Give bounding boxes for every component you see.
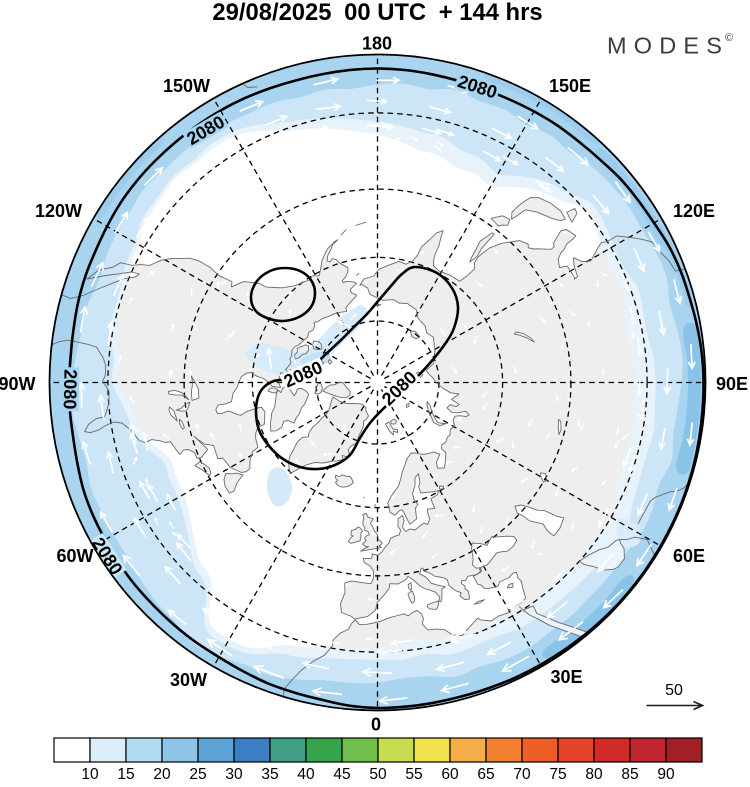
svg-text:35: 35: [261, 766, 278, 782]
svg-text:25: 25: [189, 766, 206, 782]
svg-text:15: 15: [117, 766, 134, 782]
svg-text:90W: 90W: [0, 374, 36, 394]
svg-text:50: 50: [665, 682, 683, 699]
svg-text:65: 65: [477, 766, 494, 782]
svg-text:60: 60: [441, 766, 459, 782]
svg-text:0: 0: [371, 715, 381, 735]
svg-text:2080: 2080: [60, 369, 81, 409]
svg-text:MODES: MODES: [607, 33, 729, 59]
svg-text:30W: 30W: [170, 670, 207, 690]
svg-text:90E: 90E: [716, 374, 748, 394]
svg-text:20: 20: [153, 766, 171, 782]
svg-text:70: 70: [513, 766, 531, 782]
svg-text:10: 10: [81, 766, 99, 782]
svg-text:120E: 120E: [673, 201, 715, 221]
svg-text:120W: 120W: [35, 201, 82, 221]
svg-text:75: 75: [549, 766, 566, 782]
svg-text:80: 80: [585, 766, 603, 782]
svg-text:©: ©: [725, 32, 733, 44]
svg-text:45: 45: [333, 766, 350, 782]
svg-text:30: 30: [225, 766, 243, 782]
svg-text:40: 40: [297, 766, 315, 782]
svg-text:60E: 60E: [673, 546, 705, 566]
svg-text:90: 90: [657, 766, 675, 782]
svg-text:55: 55: [405, 766, 422, 782]
svg-text:29/08/2025 00 UTC + 144 hrs: 29/08/2025 00 UTC + 144 hrs: [212, 0, 542, 26]
svg-text:50: 50: [369, 766, 387, 782]
svg-text:30E: 30E: [550, 667, 582, 687]
svg-text:150W: 150W: [163, 76, 210, 96]
svg-text:85: 85: [621, 766, 638, 782]
svg-text:150E: 150E: [549, 76, 591, 96]
svg-text:180: 180: [362, 34, 392, 54]
svg-text:60W: 60W: [56, 546, 93, 566]
